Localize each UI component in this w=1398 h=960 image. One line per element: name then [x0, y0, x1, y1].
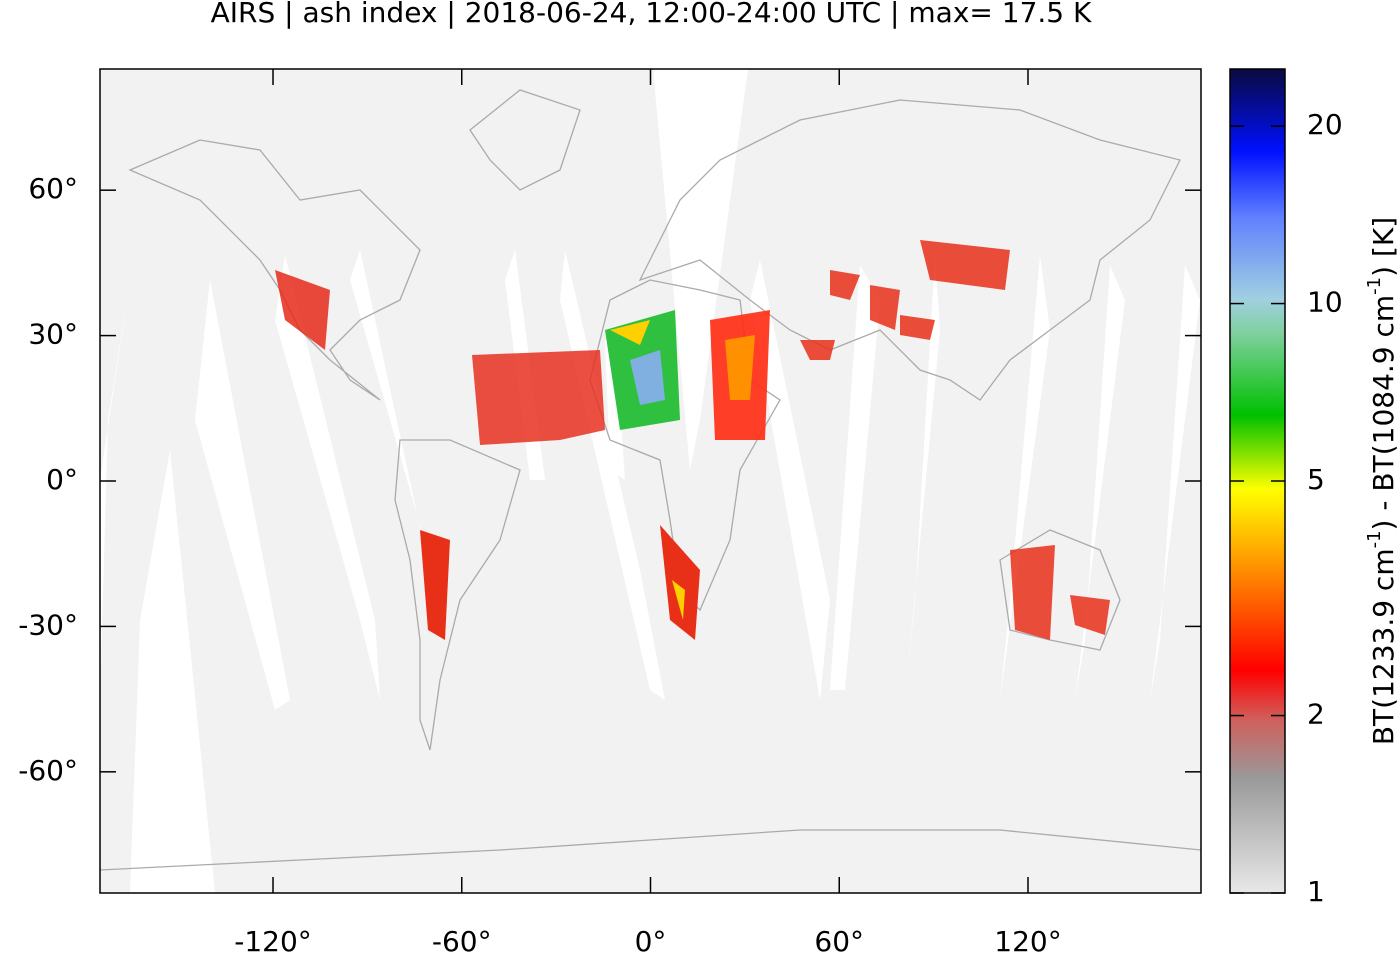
colorbar-tick-label: 20: [1307, 108, 1343, 141]
label-superscript: -1: [1364, 277, 1385, 295]
y-tick-label: 0°: [46, 463, 78, 496]
map-area: [100, 69, 1201, 893]
x-tick-label: -60°: [432, 925, 492, 956]
label-part: ) [K]: [1367, 217, 1398, 277]
x-tick-label: 60°: [814, 925, 864, 956]
colorbar-tick-label: 5: [1307, 463, 1325, 496]
y-tick-label: -60°: [18, 754, 78, 787]
ash-signal: [275, 240, 1110, 640]
label-superscript: -1: [1364, 530, 1385, 548]
colorbar-label: BT(1233.9 cm-1) - BT(1084.9 cm-1) [K]: [1364, 217, 1398, 745]
x-tick-label: -120°: [234, 925, 312, 956]
coastlines: [100, 89, 1201, 871]
colorbar-tick-label: 1: [1307, 875, 1325, 908]
y-tick-label: 60°: [28, 172, 78, 205]
y-tick-label: -30°: [18, 608, 78, 641]
colorbar-tick-label: 10: [1307, 286, 1343, 319]
swath-gaps: [100, 69, 1200, 893]
background: [100, 69, 1201, 893]
label-part: BT(1233.9 cm: [1367, 548, 1398, 745]
x-tick-label: 120°: [994, 925, 1061, 956]
x-tick-label: 0°: [635, 925, 667, 956]
title: AIRS | ash index | 2018-06-24, 12:00-24:…: [211, 0, 1092, 29]
colorbar-tick-label: 2: [1307, 698, 1325, 731]
label-part: ) - BT(1084.9 cm: [1367, 295, 1398, 531]
y-tick-label: 30°: [28, 318, 78, 351]
